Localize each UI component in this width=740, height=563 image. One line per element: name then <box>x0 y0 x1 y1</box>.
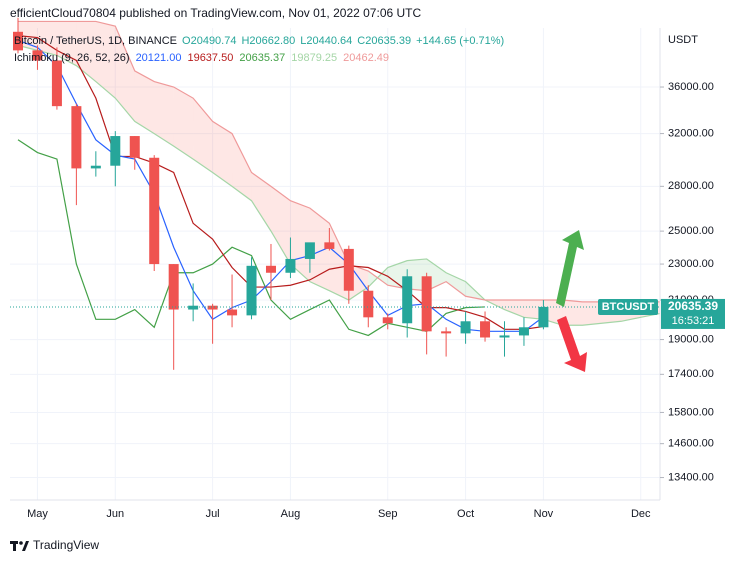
indicator-value: 19637.50 <box>187 52 233 64</box>
currency: USDT <box>668 34 698 46</box>
candle-body <box>499 335 510 338</box>
symbol-badge <box>598 298 658 315</box>
y-tick-label: 36000.00 <box>668 81 714 93</box>
ohlc-value: O20490.74 <box>182 35 236 47</box>
brand: TradingView <box>33 538 99 552</box>
candle-body <box>285 258 296 273</box>
cloud-segment <box>270 186 291 265</box>
up-arrow <box>556 230 584 307</box>
cloud-segment <box>193 98 213 173</box>
candle-body <box>460 321 471 334</box>
ohlc-value: +144.65 (+0.71%) <box>416 35 504 47</box>
cloud-segment <box>173 87 194 160</box>
cloud-segment <box>582 301 602 326</box>
x-tick-label: Aug <box>281 508 301 520</box>
x-tick-label: Sep <box>378 508 398 520</box>
candle-body <box>32 50 43 61</box>
indicator-value: 20462.49 <box>343 52 389 64</box>
cloud-segment <box>504 300 524 318</box>
candle-body <box>90 165 101 169</box>
x-tick-label: May <box>27 508 48 520</box>
candle-body <box>13 31 23 51</box>
indicator-value: 20121.00 <box>136 52 182 64</box>
cloud-segment <box>446 272 466 297</box>
y-tick-label: 13400.00 <box>668 471 714 483</box>
candle-body <box>518 327 529 336</box>
candle-body <box>207 305 218 310</box>
candle-body <box>227 309 238 316</box>
ichimoku-line <box>18 20 661 303</box>
cloud-segment <box>76 21 96 82</box>
cloud-segment <box>562 300 583 326</box>
y-tick-label: 32000.00 <box>668 127 714 139</box>
candle-body <box>480 321 491 338</box>
countdown: 16:53:21 <box>672 315 715 327</box>
x-tick-label: Dec <box>631 508 651 520</box>
cloud-segment <box>134 70 155 134</box>
candle-body <box>129 136 140 158</box>
y-tick-label: 14600.00 <box>668 438 714 450</box>
x-tick-label: Jun <box>106 508 124 520</box>
indicator-legend: Ichimoku (9, 26, 52, 26) 20121.00 19637.50… <box>14 52 389 64</box>
axes: 36000.00 32000.00 28000.00 25000.00 23000.00… <box>27 81 714 520</box>
cloud-segment <box>56 21 77 66</box>
candle-body <box>421 276 432 332</box>
publisher: efficientCloud70804 published on Trading… <box>10 6 421 20</box>
symbol: Bitcoin / TetherUS, 1D, BINANCE <box>14 35 177 47</box>
indicator-value: 19879.25 <box>291 52 337 64</box>
symbol-label: BTCUSDT <box>602 301 655 313</box>
last-price: BTCUSDT 20635.39 16:53:21 <box>10 298 725 329</box>
cloud-segment <box>309 208 330 291</box>
down-arrow <box>557 316 587 372</box>
candle-body <box>363 290 374 318</box>
brand-logo <box>10 541 29 551</box>
candle-body <box>538 306 549 328</box>
candle-body <box>168 264 179 310</box>
candle-body <box>441 331 452 334</box>
cloud <box>18 21 661 326</box>
indicator-name: Ichimoku (9, 26, 52, 26) <box>14 52 130 64</box>
y-tick-label: 28000.00 <box>668 180 714 192</box>
candle-body <box>188 305 199 310</box>
candle-body <box>343 248 354 291</box>
cloud-segment <box>212 121 233 187</box>
ichimoku-line <box>17 44 661 326</box>
y-tick-label: 25000.00 <box>668 225 714 237</box>
ichimoku-line <box>17 35 544 330</box>
cloud-segment <box>154 81 174 147</box>
candle-body <box>71 106 82 169</box>
candle-body <box>246 265 257 316</box>
candle-body <box>110 136 121 166</box>
candles <box>13 17 549 370</box>
y-tick-label: 19000.00 <box>668 333 714 345</box>
x-tick-label: Jul <box>206 508 220 520</box>
ohlc-value: L20440.64 <box>300 35 352 47</box>
y-tick-label: 15800.00 <box>668 406 714 418</box>
y-tick-label: 23000.00 <box>668 258 714 270</box>
cloud-segment <box>115 26 135 122</box>
price-badge <box>661 298 725 329</box>
y-tick-label: 17400.00 <box>668 368 714 380</box>
indicator-value: 20635.37 <box>239 52 285 64</box>
candle-body <box>382 317 393 324</box>
candle-body <box>149 157 160 265</box>
candle-body <box>402 276 413 324</box>
cloud-segment <box>232 133 252 201</box>
candle-body <box>324 242 335 249</box>
x-tick-label: Nov <box>534 508 554 520</box>
cloud-segment <box>251 172 271 232</box>
ohlc-value: H20662.80 <box>241 35 295 47</box>
cloud-segment <box>95 21 116 99</box>
candle-body <box>265 265 276 273</box>
symbol-legend: Bitcoin / TetherUS, 1D, BINANCE O20490.74… <box>14 35 504 47</box>
ichimoku-line <box>17 39 544 332</box>
price-label: 20635.39 <box>668 299 718 313</box>
x-tick-label: Oct <box>457 508 474 520</box>
indicator-lines <box>17 20 661 337</box>
ohlc-value: C20635.39 <box>357 35 411 47</box>
candle-body <box>304 242 315 259</box>
candle-body <box>51 60 62 107</box>
